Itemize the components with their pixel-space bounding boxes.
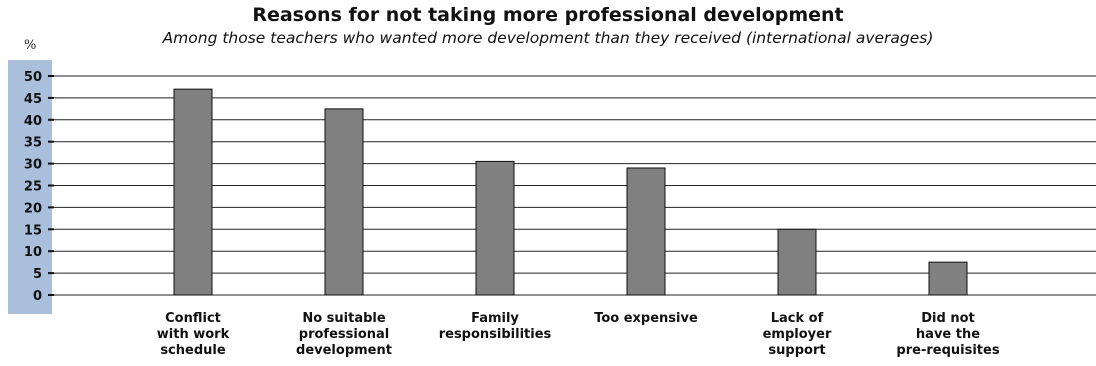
category-label-2: Family responsibilities — [439, 311, 552, 342]
y-tick-label-20: 20 — [24, 201, 42, 216]
y-tick-label-30: 30 — [24, 158, 42, 173]
category-label-5: Did not have the pre-requisites — [896, 311, 999, 358]
y-tick-label-35: 35 — [24, 136, 42, 151]
bar-3 — [626, 167, 666, 296]
y-tick-label-40: 40 — [24, 114, 42, 129]
y-tick-label-25: 25 — [24, 180, 42, 195]
category-label-4: Lack of employer support — [763, 311, 832, 358]
chart-subtitle: Among those teachers who wanted more dev… — [162, 29, 934, 47]
y-tick-label-15: 15 — [24, 223, 42, 238]
bar-0 — [173, 88, 213, 296]
y-axis-unit-label: % — [24, 38, 37, 53]
y-axis-band — [8, 60, 52, 314]
bar-5 — [928, 261, 968, 296]
y-tick-label-0: 0 — [33, 289, 42, 304]
bar-4 — [777, 228, 817, 296]
y-tick-label-45: 45 — [24, 92, 42, 107]
y-tick-label-50: 50 — [24, 70, 42, 85]
y-tick-label-10: 10 — [24, 245, 42, 260]
category-label-0: Conflict with work schedule — [157, 311, 230, 358]
chart-title: Reasons for not taking more professional… — [252, 4, 844, 26]
bar-1 — [324, 108, 364, 296]
category-label-3: Too expensive — [594, 311, 698, 326]
category-label-1: No suitable professional development — [296, 311, 392, 358]
bar-2 — [475, 160, 515, 296]
y-tick-label-5: 5 — [33, 267, 42, 282]
